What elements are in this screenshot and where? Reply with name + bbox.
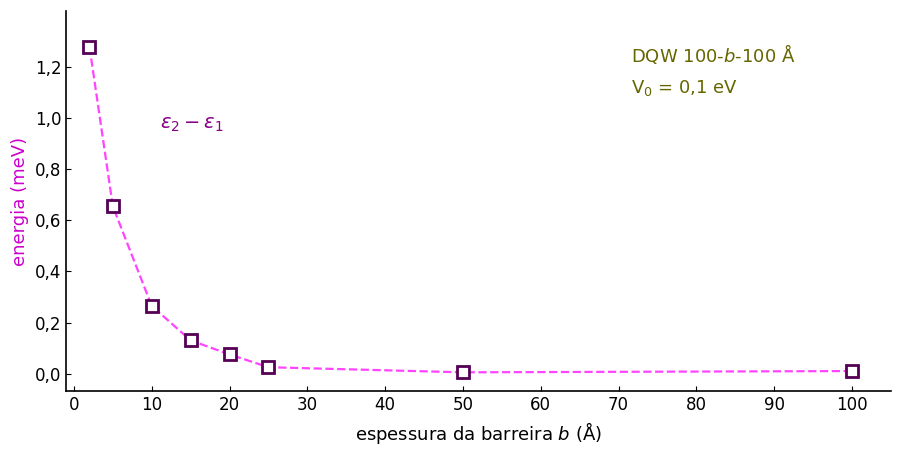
Y-axis label: energia (meV): energia (meV): [11, 137, 29, 266]
Text: $\epsilon_2 - \epsilon_1$: $\epsilon_2 - \epsilon_1$: [160, 115, 223, 134]
X-axis label: espessura da barreira $b$ (Å): espessura da barreira $b$ (Å): [355, 420, 602, 446]
Text: DQW 100-$b$-100 Å
V$_0$ = 0,1 eV: DQW 100-$b$-100 Å V$_0$ = 0,1 eV: [631, 42, 796, 97]
